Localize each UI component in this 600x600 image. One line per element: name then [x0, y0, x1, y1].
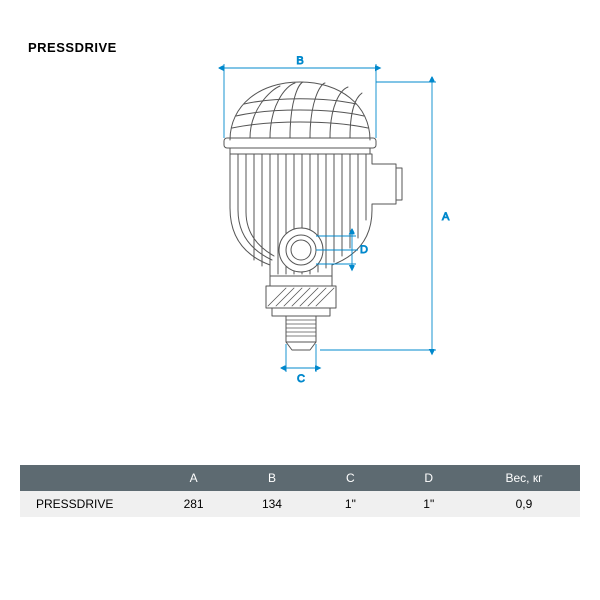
technical-drawing: B A D — [120, 50, 480, 450]
device-outline — [224, 82, 402, 350]
spec-col-4: D — [390, 465, 468, 491]
spec-col-3: C — [311, 465, 389, 491]
table-cell: 0,9 — [468, 491, 580, 517]
spec-table-head: ABCDВес, кг — [20, 465, 580, 491]
dim-B-label: B — [296, 55, 303, 67]
drawing-svg: B A D — [120, 50, 480, 450]
spec-col-1: A — [154, 465, 232, 491]
table-cell: 1" — [390, 491, 468, 517]
spec-col-0 — [20, 465, 154, 491]
page: PRESSDRIVE — [0, 0, 600, 600]
spec-col-2: B — [233, 465, 311, 491]
table-cell: 1" — [311, 491, 389, 517]
spec-col-5: Вес, кг — [468, 465, 580, 491]
spec-table-body: PRESSDRIVE2811341"1"0,9 — [20, 491, 580, 517]
table-row: PRESSDRIVE2811341"1"0,9 — [20, 491, 580, 517]
dim-C-label: C — [297, 373, 305, 385]
table-cell: PRESSDRIVE — [20, 491, 154, 517]
dim-D-label: D — [360, 244, 368, 256]
dimension-lines: B A D — [224, 55, 450, 385]
dim-A-label: A — [442, 211, 450, 223]
dim-A: A — [320, 82, 450, 350]
spec-table: ABCDВес, кг PRESSDRIVE2811341"1"0,9 — [20, 465, 580, 517]
table-cell: 134 — [233, 491, 311, 517]
table-cell: 281 — [154, 491, 232, 517]
page-title: PRESSDRIVE — [28, 40, 117, 55]
